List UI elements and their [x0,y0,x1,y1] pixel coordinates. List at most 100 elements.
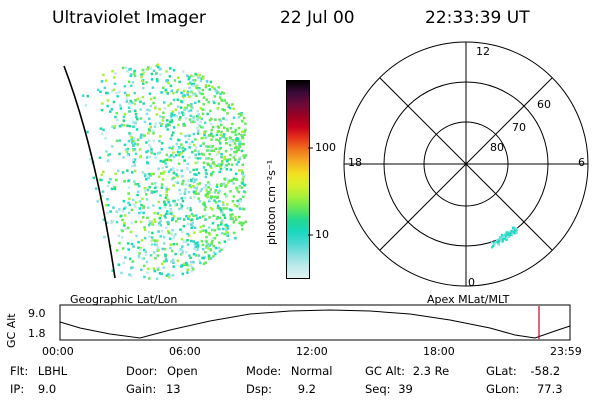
emission-pixel [188,184,192,187]
emission-pixel [128,132,131,135]
emission-pixel [140,210,143,213]
emission-pixel [149,174,152,177]
emission-pixel [115,220,119,224]
emission-pixel [203,208,207,211]
emission-pixel [177,198,180,202]
emission-pixel [208,88,211,91]
emission-pixel [169,102,173,105]
emission-pixel [154,122,157,125]
emission-pixel [168,170,171,173]
polar-emission-pixel [493,242,496,245]
emission-pixel [186,162,189,166]
emission-pixel [234,236,237,240]
emission-pixel [145,150,148,154]
emission-pixel [200,239,204,243]
emission-pixel [210,195,213,198]
emission-pixel [227,162,230,166]
emission-pixel [160,148,164,151]
emission-pixel [197,192,200,195]
emission-pixel [234,177,238,181]
emission-pixel [226,203,229,206]
emission-pixel [126,154,129,157]
emission-pixel [182,89,186,92]
emission-pixel [180,237,184,241]
emission-pixel [243,130,247,133]
emission-pixel [192,253,196,256]
emission-pixel [126,70,129,73]
emission-pixel [156,239,159,242]
emission-pixel [219,119,222,123]
emission-pixel [196,183,200,186]
emission-pixel [113,185,117,189]
emission-pixel [122,199,126,203]
emission-pixel [222,207,226,210]
emission-pixel [209,188,212,191]
emission-pixel [155,243,158,247]
emission-pixel [145,156,149,159]
emission-pixel [195,173,198,176]
emission-pixel [236,146,239,150]
emission-pixel [179,228,182,231]
emission-pixel [199,225,202,229]
emission-pixel [230,208,233,212]
emission-pixel [180,207,183,210]
emission-pixel [204,130,207,133]
emission-pixel [237,202,241,206]
emission-pixel [159,159,162,163]
emission-pixel [160,272,163,276]
emission-pixel [190,239,193,243]
emission-pixel [189,95,193,98]
emission-pixel [169,137,173,140]
emission-pixel [225,232,228,236]
emission-pixel [146,271,149,274]
emission-pixel [236,188,239,191]
emission-pixel [212,149,216,152]
emission-pixel [143,264,146,268]
emission-pixel [92,176,95,180]
emission-pixel [218,200,221,203]
emission-pixel [131,121,135,124]
emission-pixel [231,130,234,134]
emission-pixel [189,120,193,124]
emission-pixel [185,261,188,265]
emission-pixel [186,134,190,137]
emission-pixel [169,115,173,118]
emission-pixel [169,84,173,88]
emission-pixel [132,125,135,128]
emission-pixel [237,126,241,130]
emission-pixel [185,251,188,254]
emission-pixel [174,108,178,111]
emission-pixel [101,102,104,105]
emission-pixel [164,196,168,200]
emission-pixel [148,235,151,238]
emission-pixel [216,106,220,110]
emission-pixel [127,179,130,183]
polar-emission-pixel [502,235,505,238]
emission-pixel [218,118,221,121]
emission-pixel [209,248,212,251]
emission-pixel [204,218,207,221]
emission-pixel [170,89,173,92]
emission-pixel [118,125,122,128]
emission-pixel [189,264,192,267]
emission-pixel [181,146,185,149]
emission-pixel [211,208,214,211]
emission-pixel [198,87,201,90]
emission-pixel [192,240,196,243]
emission-pixel [196,157,199,160]
emission-pixel [231,140,235,143]
emission-pixel [212,255,215,258]
emission-pixel [107,203,110,207]
emission-pixel [132,149,135,152]
emission-pixel [215,164,219,167]
emission-pixel [167,212,170,215]
emission-pixel [184,188,187,191]
emission-pixel [181,272,184,276]
emission-pixel [132,136,136,140]
emission-pixel [180,247,183,251]
emission-pixel [231,122,234,126]
emission-pixel [146,188,150,192]
emission-pixel [127,80,131,84]
emission-pixel [176,88,180,92]
emission-pixel [140,133,143,136]
